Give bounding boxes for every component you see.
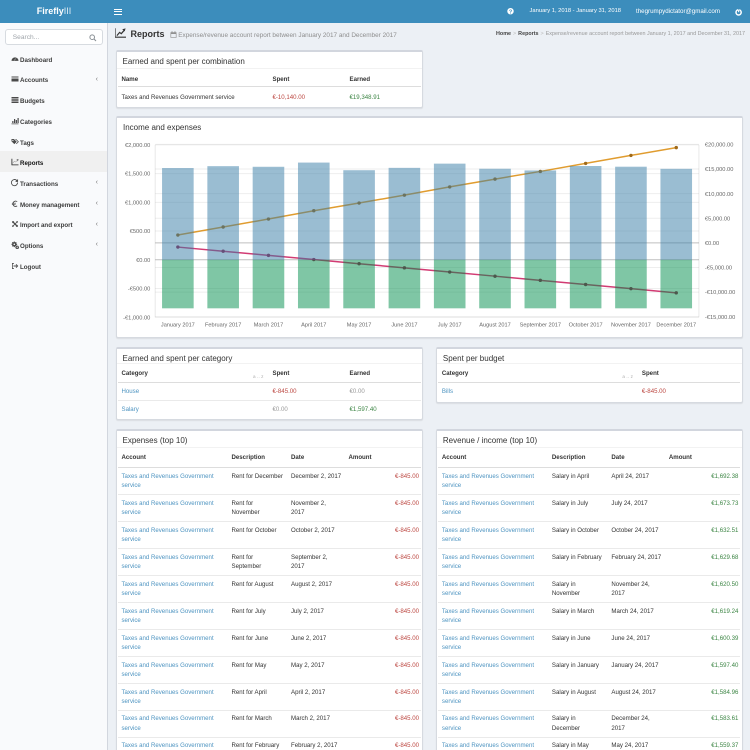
svg-text:€1,000.00: €1,000.00 [125,200,150,206]
svg-text:-€15,000.00: -€15,000.00 [705,315,735,321]
svg-text:June 2017: June 2017 [391,322,417,328]
svg-text:-€10,000.00: -€10,000.00 [705,290,735,296]
svg-text:December 2017: December 2017 [656,322,696,328]
svg-text:August 2017: August 2017 [479,322,510,328]
svg-text:€15,000.00: €15,000.00 [705,167,733,173]
svg-text:€500.00: €500.00 [130,229,151,235]
svg-text:April 2017: April 2017 [301,322,326,328]
svg-text:July 2017: July 2017 [438,322,462,328]
svg-text:-€1,000.00: -€1,000.00 [123,315,150,321]
svg-text:€0.00: €0.00 [705,241,719,247]
svg-text:€1,500.00: €1,500.00 [125,172,150,178]
svg-text:February 2017: February 2017 [205,322,241,328]
svg-text:-€5,000.00: -€5,000.00 [705,266,732,272]
svg-text:October 2017: October 2017 [569,322,603,328]
svg-text:?: ? [508,10,511,16]
svg-text:€0.00: €0.00 [136,258,150,264]
svg-text:September 2017: September 2017 [520,322,561,328]
svg-text:€2,000.00: €2,000.00 [125,143,150,149]
svg-text:€10,000.00: €10,000.00 [705,192,733,198]
svg-text:May 2017: May 2017 [347,322,372,328]
svg-text:March 2017: March 2017 [254,322,284,328]
svg-text:-€500.00: -€500.00 [128,287,150,293]
svg-text:€5,000.00: €5,000.00 [705,216,730,222]
svg-text:January 2017: January 2017 [161,322,195,328]
svg-text:€20,000.00: €20,000.00 [705,143,733,149]
svg-text:November 2017: November 2017 [611,322,651,328]
